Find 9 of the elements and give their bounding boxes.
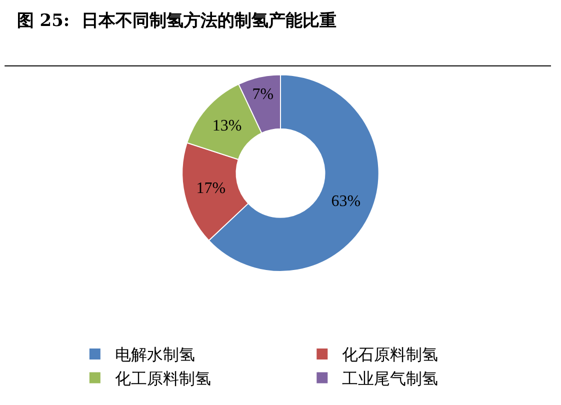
data-label: 7% — [252, 86, 274, 103]
legend-label: 化工原料制氢 — [114, 368, 211, 388]
legend-label: 电解水制氢 — [114, 345, 195, 364]
legend-label: 化石原料制氢 — [342, 345, 438, 364]
data-label: 63% — [331, 192, 361, 210]
chart-title: 图 25: 日本不同制氢方法的制氢产能比重 — [16, 11, 337, 32]
legend-label: 工业尾气制氢 — [342, 368, 438, 388]
data-label: 13% — [212, 117, 242, 134]
data-label: 17% — [196, 180, 226, 198]
